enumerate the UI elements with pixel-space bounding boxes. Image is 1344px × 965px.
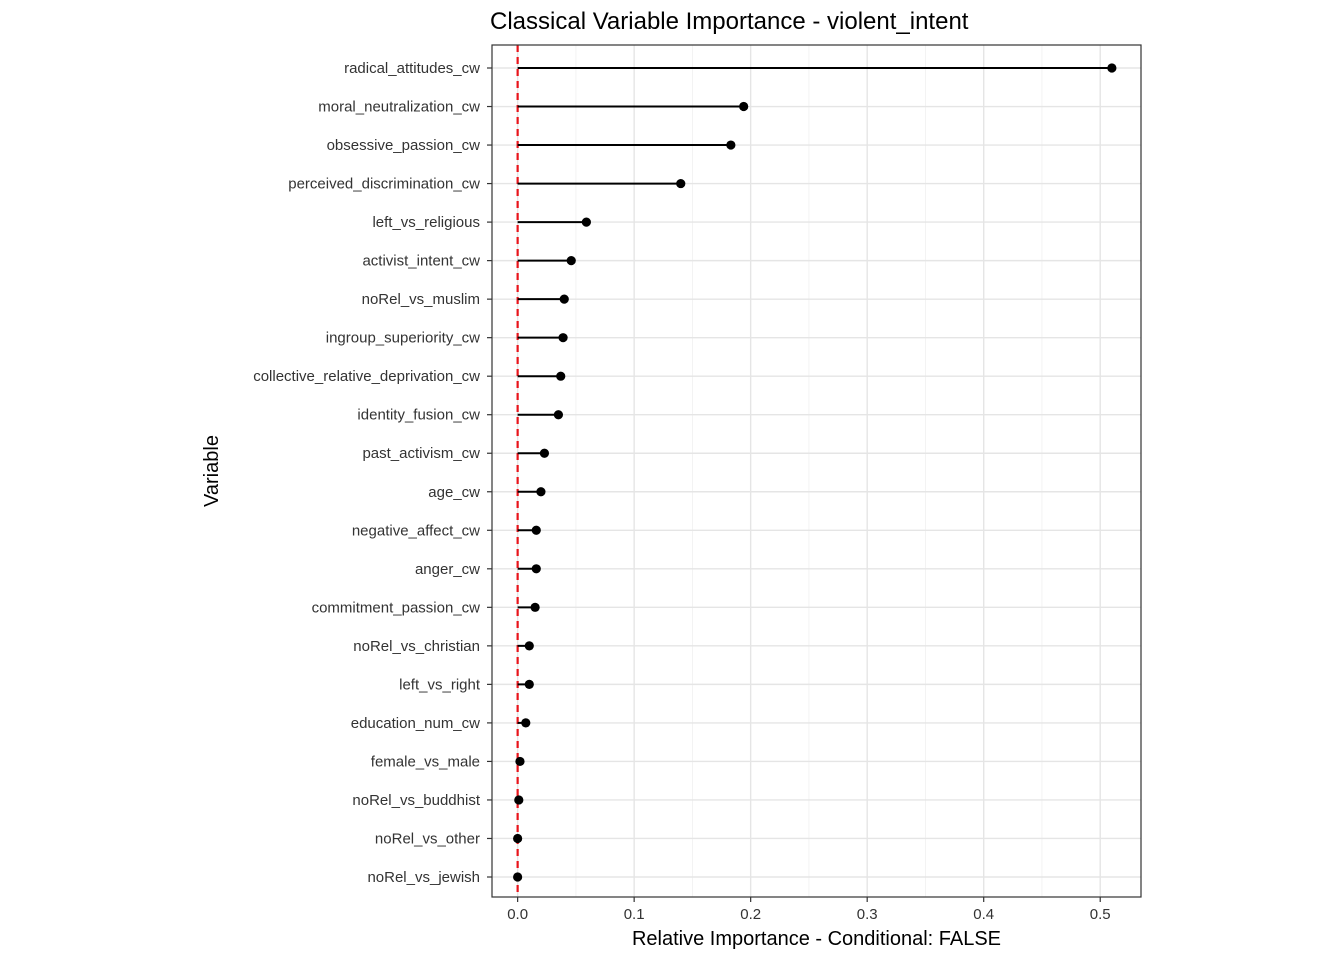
x-tick-label: 0.5 xyxy=(1090,906,1111,923)
y-tick-label: noRel_vs_muslim xyxy=(362,291,480,308)
y-tick-label: collective_relative_deprivation_cw xyxy=(253,368,480,385)
lollipop-point xyxy=(524,641,534,651)
lollipop-point xyxy=(513,872,523,882)
lollipop-point xyxy=(531,564,541,574)
lollipop-point xyxy=(553,410,564,420)
x-tick-label: 0.2 xyxy=(740,906,761,923)
y-tick-label: noRel_vs_buddhist xyxy=(352,792,480,809)
y-tick-label: female_vs_male xyxy=(371,753,480,770)
chart-title: Classical Variable Importance - violent_… xyxy=(490,8,969,35)
lollipop-point xyxy=(566,256,576,266)
lollipop-point xyxy=(539,448,550,458)
lollipop-point xyxy=(581,217,591,227)
lollipop-point xyxy=(558,333,568,343)
y-tick-label: radical_attitudes_cw xyxy=(344,60,480,77)
y-tick-label: commitment_passion_cw xyxy=(312,599,481,616)
lollipop-point xyxy=(521,718,531,728)
y-axis-title: Variable xyxy=(201,435,223,507)
plot-panel-border xyxy=(491,44,1142,898)
y-tick-label: age_cw xyxy=(428,484,480,501)
y-tick-label: past_activism_cw xyxy=(362,445,480,462)
lollipop-point xyxy=(514,795,524,805)
lollipop-point xyxy=(536,487,546,497)
lollipop-point xyxy=(513,833,523,844)
y-tick-label: noRel_vs_christian xyxy=(353,638,480,655)
lollipop-point xyxy=(676,178,686,189)
lollipop-point xyxy=(726,140,736,150)
y-tick-label: anger_cw xyxy=(415,561,480,578)
lollipop-point xyxy=(524,679,534,689)
x-tick-label: 0.4 xyxy=(973,906,994,923)
x-tick-label: 0.0 xyxy=(507,906,528,923)
x-tick-label: 0.3 xyxy=(857,906,878,923)
y-tick-label: education_num_cw xyxy=(351,715,480,732)
x-tick-label: 0.1 xyxy=(624,906,645,923)
y-tick-label: activist_intent_cw xyxy=(362,253,480,270)
y-tick-label: negative_affect_cw xyxy=(352,522,480,539)
x-axis-title: Relative Importance - Conditional: FALSE xyxy=(632,928,1001,950)
y-tick-label: noRel_vs_other xyxy=(375,830,480,847)
y-tick-label: perceived_discrimination_cw xyxy=(288,176,480,193)
lollipop-point xyxy=(739,101,749,112)
y-tick-label: moral_neutralization_cw xyxy=(318,99,480,116)
lollipop-point xyxy=(515,756,525,767)
lollipop-point xyxy=(559,294,569,304)
lollipop-point xyxy=(530,602,540,612)
y-tick-label: left_vs_religious xyxy=(372,214,480,231)
lollipop-point xyxy=(1107,63,1117,73)
grid-layer xyxy=(492,45,1141,897)
y-tick-label: left_vs_right xyxy=(399,676,481,693)
marks-layer xyxy=(513,63,1117,882)
y-tick-label: obsessive_passion_cw xyxy=(327,137,481,154)
y-tick-label: noRel_vs_jewish xyxy=(367,869,480,886)
axis-layer: radical_attitudes_cw moral_neutralization… xyxy=(253,60,1110,923)
y-tick-label: identity_fusion_cw xyxy=(357,407,480,424)
lollipop-point xyxy=(531,525,541,535)
y-tick-label: ingroup_superiority_cw xyxy=(326,330,480,347)
lollipop-point xyxy=(556,371,566,381)
